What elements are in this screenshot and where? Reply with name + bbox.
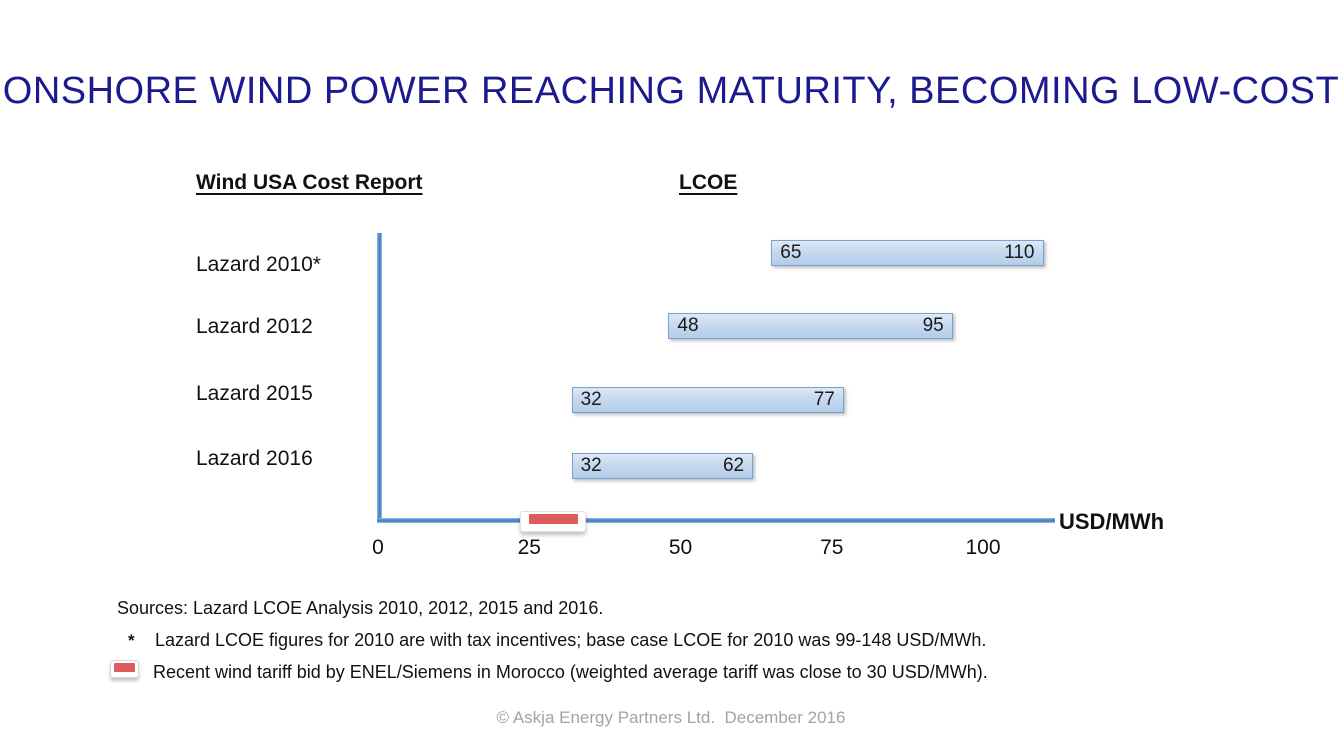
- bar-min-value: 32: [580, 389, 602, 410]
- red-marker-legend-icon: [110, 660, 139, 678]
- category-label-lazard-2015: Lazard 2015: [196, 382, 313, 405]
- category-label-lazard-2012: Lazard 2012: [196, 315, 313, 338]
- x-tick-label-75: 75: [820, 536, 844, 559]
- bar-max-value: 95: [922, 315, 944, 336]
- bar-max-value: 110: [1004, 242, 1035, 263]
- marker-footnote-text: Recent wind tariff bid by ENEL/Siemens i…: [153, 662, 988, 682]
- range-bar-lazard-2010: 65 110: [771, 240, 1044, 266]
- bar-min-value: 32: [580, 455, 602, 476]
- x-tick-label-0: 0: [372, 536, 384, 559]
- x-tick-label-25: 25: [517, 536, 541, 559]
- range-bar-lazard-2012: 48 95: [668, 313, 953, 339]
- x-axis-unit-label: USD/MWh: [1059, 509, 1165, 534]
- x-axis-line: [377, 518, 1055, 523]
- bar-max-value: 62: [722, 455, 745, 476]
- range-bar-lazard-2015: 32 77: [571, 387, 844, 413]
- morocco-bid-marker-red-bar: [529, 514, 578, 524]
- bar-min-value: 48: [677, 315, 699, 336]
- category-label-lazard-2010: Lazard 2010*: [196, 253, 321, 276]
- chart-title: LCOE: [679, 171, 738, 194]
- range-bar-lazard-2016: 32 62: [571, 453, 754, 479]
- category-label-lazard-2016: Lazard 2016: [196, 447, 313, 470]
- x-tick-label-100: 100: [965, 536, 1001, 559]
- left-column-header: Wind USA Cost Report: [196, 171, 423, 194]
- red-marker-legend-icon-fill: [114, 663, 135, 672]
- y-axis-line: [377, 233, 382, 523]
- bar-max-value: 77: [813, 389, 835, 410]
- asterisk-footnote-text: Lazard LCOE figures for 2010 are with ta…: [155, 630, 987, 650]
- morocco-bid-marker: [520, 511, 586, 532]
- sources-line: Sources: Lazard LCOE Analysis 2010, 2012…: [117, 598, 604, 618]
- bar-min-value: 65: [780, 242, 802, 263]
- x-tick-label-50: 50: [668, 536, 693, 559]
- copyright-line: © Askja Energy Partners Ltd. December 20…: [496, 708, 846, 727]
- asterisk-footnote-symbol: *: [128, 631, 135, 650]
- slide-title: ONSHORE WIND POWER REACHING MATURITY, BE…: [2, 70, 1340, 112]
